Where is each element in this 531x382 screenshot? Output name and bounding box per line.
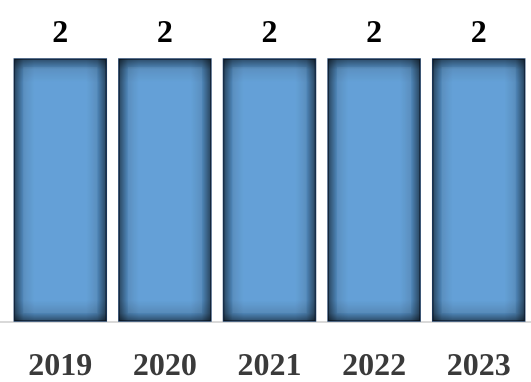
bar-2023 <box>431 58 526 322</box>
bar-series <box>13 58 526 322</box>
data-labels: 2 2 2 2 2 <box>52 13 486 49</box>
x-tick-label-2020: 2020 <box>133 346 197 382</box>
data-label-2019: 2 <box>52 13 68 49</box>
data-label-2022: 2 <box>366 13 382 49</box>
x-tick-label-2021: 2021 <box>238 346 302 382</box>
bar-2019 <box>13 58 108 322</box>
bar-2021 <box>222 58 317 322</box>
x-tick-label-2022: 2022 <box>342 346 406 382</box>
data-label-2021: 2 <box>262 13 278 49</box>
x-tick-labels: 2019 2020 2021 2022 2023 <box>28 346 510 382</box>
data-label-2023: 2 <box>471 13 487 49</box>
data-label-2020: 2 <box>157 13 173 49</box>
bar-2022 <box>327 58 421 322</box>
bar-2020 <box>118 58 212 322</box>
x-tick-label-2023: 2023 <box>447 346 511 382</box>
x-tick-label-2019: 2019 <box>28 346 92 382</box>
